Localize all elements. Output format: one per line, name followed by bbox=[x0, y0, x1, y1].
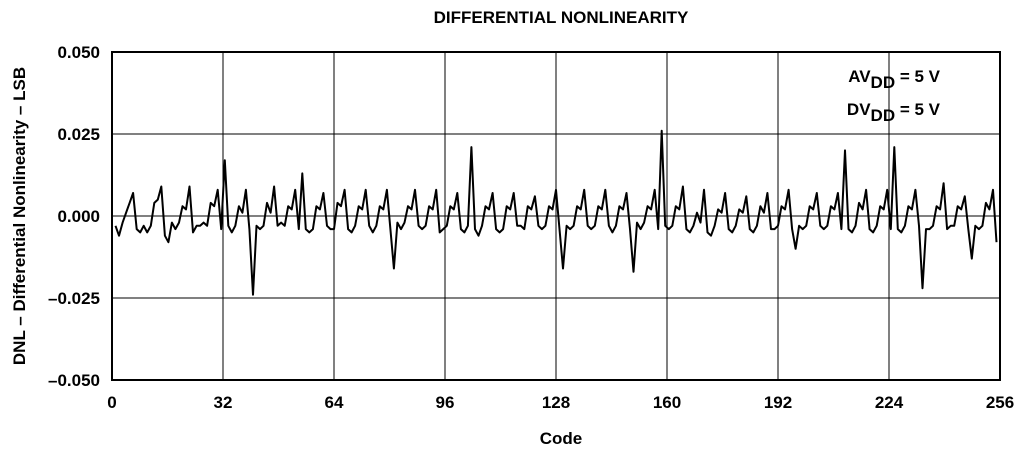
x-tick-label: 160 bbox=[653, 393, 681, 412]
y-axis-label: DNL – Differential Nonlinearity – LSB bbox=[10, 67, 29, 365]
supply-annotation: DVDD = 5 V bbox=[847, 100, 941, 125]
x-tick-label: 32 bbox=[214, 393, 233, 412]
x-tick-label: 192 bbox=[764, 393, 792, 412]
annotation-value: = 5 V bbox=[895, 67, 941, 86]
annotation-value: = 5 V bbox=[895, 100, 941, 119]
x-tick-label: 224 bbox=[875, 393, 904, 412]
y-tick-label: 0.025 bbox=[57, 125, 100, 144]
tick-labels: 0 32 64 96 128 160 192 224 256 0.050 0.025 0.000 –0.… bbox=[48, 43, 1014, 412]
chart-title: DIFFERENTIAL NONLINEARITY bbox=[434, 8, 689, 27]
supply-annotation: AVDD = 5 V bbox=[848, 67, 940, 92]
annotation-subscript: DD bbox=[871, 106, 896, 125]
x-axis-label: Code bbox=[540, 429, 583, 448]
y-tick-label: –0.025 bbox=[48, 289, 100, 308]
annotation-subscript: DD bbox=[871, 73, 896, 92]
x-tick-label: 128 bbox=[542, 393, 570, 412]
y-tick-label: 0.000 bbox=[57, 207, 100, 226]
x-tick-label: 0 bbox=[107, 393, 116, 412]
annotation-text: DV bbox=[847, 100, 871, 119]
x-tick-label: 96 bbox=[436, 393, 455, 412]
x-tick-label: 64 bbox=[325, 393, 344, 412]
dnl-series-line bbox=[114, 129, 998, 296]
annotation-text: AV bbox=[848, 67, 871, 86]
y-tick-label: 0.050 bbox=[57, 43, 100, 62]
x-tick-label: 256 bbox=[986, 393, 1014, 412]
y-tick-label: –0.050 bbox=[48, 371, 100, 390]
plot-frame bbox=[111, 51, 1001, 381]
